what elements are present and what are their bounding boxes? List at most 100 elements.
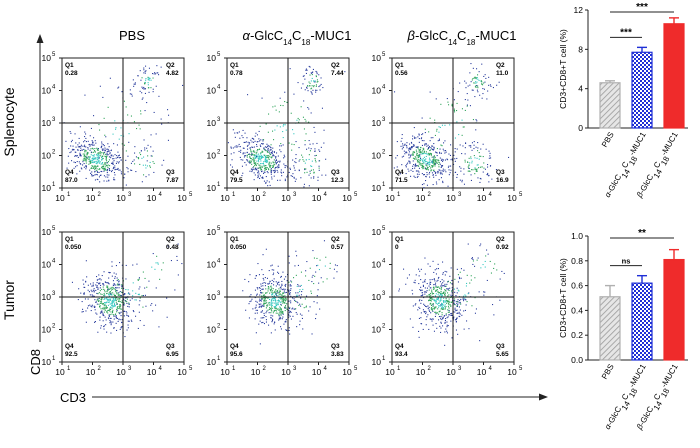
- flow-dot: [271, 320, 273, 322]
- flow-dot: [440, 304, 442, 306]
- flow-dot: [435, 159, 437, 161]
- flow-dot: [107, 176, 109, 178]
- flow-dot: [314, 155, 316, 157]
- flow-dot: [97, 171, 99, 173]
- flow-dot: [270, 156, 272, 158]
- flow-dot: [461, 134, 463, 136]
- x-tick-label: 10: [251, 367, 261, 377]
- flow-dot: [293, 144, 295, 146]
- flow-dot: [234, 146, 236, 148]
- flow-dot: [119, 304, 121, 306]
- flow-dot: [243, 141, 245, 143]
- flow-dot: [419, 299, 421, 301]
- flow-dot: [444, 293, 446, 295]
- flow-dot: [480, 243, 482, 245]
- flow-dot: [445, 171, 447, 173]
- flow-dot: [101, 312, 103, 314]
- flow-dot: [79, 155, 81, 157]
- flow-dot: [450, 301, 452, 303]
- flow-dot: [132, 310, 134, 312]
- flow-dot: [111, 261, 113, 263]
- x-tick-label: 10: [281, 367, 291, 377]
- flow-dot: [262, 143, 264, 145]
- flow-dot: [104, 150, 106, 152]
- flow-dot: [429, 159, 431, 161]
- flow-dot: [293, 277, 295, 279]
- flow-dot: [90, 144, 92, 146]
- flow-dot: [426, 168, 428, 170]
- flow-dot: [268, 283, 270, 285]
- flow-dot: [482, 156, 484, 158]
- flow-dot: [155, 85, 157, 87]
- flow-dot: [444, 292, 446, 294]
- flow-dot: [105, 148, 107, 150]
- flow-dot: [308, 154, 310, 156]
- flow-dot: [152, 161, 154, 163]
- flow-dot: [280, 297, 282, 299]
- y-tick-exponent: 2: [217, 324, 221, 330]
- flow-dot: [106, 155, 108, 157]
- flow-dot: [458, 306, 460, 308]
- flow-dot: [70, 132, 72, 134]
- quadrant-name-q3: Q3: [166, 343, 175, 350]
- flow-dot: [435, 301, 437, 303]
- flow-dot: [145, 164, 147, 166]
- flow-dot: [431, 320, 433, 322]
- flow-dot: [427, 152, 429, 154]
- flow-dot: [151, 155, 153, 157]
- flow-dot: [82, 279, 84, 281]
- flow-dot: [123, 144, 125, 146]
- flow-dot: [456, 292, 458, 294]
- flow-dot: [456, 110, 458, 112]
- flow-dot: [75, 146, 77, 148]
- flow-dot: [92, 155, 94, 157]
- flow-dot: [103, 153, 105, 155]
- flow-dot: [85, 260, 87, 262]
- quadrant-value-q3: 12.3: [331, 177, 344, 184]
- flow-dot: [96, 168, 98, 170]
- flow-dot: [423, 187, 425, 189]
- flow-dot: [135, 299, 137, 301]
- flow-dot: [274, 321, 276, 323]
- flow-dot: [432, 145, 434, 147]
- flow-dot: [438, 126, 440, 128]
- flow-dot: [418, 165, 420, 167]
- flow-dot: [244, 152, 246, 154]
- flow-dot: [417, 147, 419, 149]
- flow-dot: [451, 294, 453, 296]
- y-tick-label: 10: [207, 292, 217, 302]
- flow-dot: [488, 174, 490, 176]
- flow-dot: [288, 308, 290, 310]
- flow-dot: [247, 94, 249, 96]
- flow-dot: [430, 167, 432, 169]
- flow-dot: [105, 324, 107, 326]
- flow-dot: [311, 77, 313, 79]
- flow-dot: [144, 72, 146, 74]
- flow-dot: [99, 306, 101, 308]
- flow-dot: [297, 117, 299, 119]
- flow-dot: [166, 316, 168, 318]
- flow-dot: [253, 179, 255, 181]
- y-tick-label: 10: [42, 183, 52, 193]
- flow-dot: [270, 304, 272, 306]
- flow-dot: [246, 152, 248, 154]
- flow-dot: [478, 291, 480, 293]
- flow-dot: [295, 312, 297, 314]
- flow-dot: [277, 171, 279, 173]
- flow-dot: [182, 84, 184, 86]
- flow-dot: [439, 173, 441, 175]
- flow-dot: [293, 133, 295, 135]
- flow-dot: [429, 150, 431, 152]
- flow-dot: [256, 301, 258, 303]
- flow-dot: [75, 166, 77, 168]
- flow-dot: [467, 243, 469, 245]
- flow-dot: [450, 314, 452, 316]
- flow-dot: [301, 303, 303, 305]
- flow-dot: [296, 294, 298, 296]
- flow-dot: [435, 282, 437, 284]
- flow-dot: [448, 314, 450, 316]
- flow-dot: [427, 167, 429, 169]
- flow-dot: [251, 141, 253, 143]
- flow-dot: [105, 157, 107, 159]
- flow-dot: [153, 111, 155, 113]
